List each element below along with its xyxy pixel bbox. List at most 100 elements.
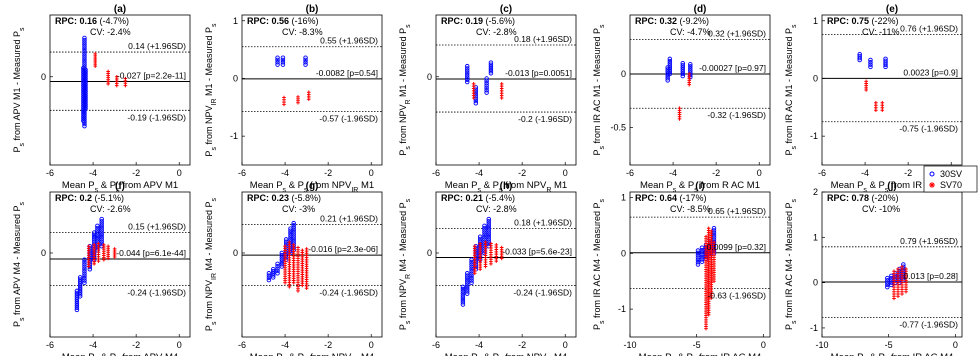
- point-30sv: [275, 263, 280, 269]
- point-30sv: [688, 68, 693, 73]
- point-30sv: [280, 62, 286, 67]
- point-sv70: [472, 271, 477, 276]
- text-run: P: [398, 150, 408, 156]
- point-30sv: [82, 262, 87, 267]
- point-30sv: [464, 280, 470, 285]
- point-30sv: [291, 227, 296, 233]
- point-30sv: [82, 275, 87, 281]
- legend-star-icon: [929, 182, 935, 188]
- y-tick-label: 0: [813, 278, 818, 288]
- text-run: P: [471, 352, 477, 356]
- rpc-annotation: RPC: 0.64 (-17%): [635, 193, 707, 203]
- point-30sv: [83, 86, 88, 92]
- y-tick-label: 1: [813, 16, 818, 26]
- point-30sv: [83, 101, 88, 107]
- text-run: M4 - Measured: [398, 208, 408, 271]
- point-30sv: [688, 64, 693, 69]
- point-30sv: [74, 301, 80, 306]
- point-30sv: [885, 284, 890, 290]
- point-30sv: [464, 273, 470, 278]
- subscript: s: [499, 187, 503, 194]
- text-run: NPV: [398, 105, 408, 124]
- x-tick-label: -6: [238, 168, 246, 178]
- subscript: s: [405, 320, 412, 324]
- mean-bias-label: -0.033 [p=5.6e-23]: [502, 246, 572, 256]
- point-30sv: [77, 277, 83, 282]
- point-30sv: [83, 69, 88, 75]
- text-run: P: [784, 324, 794, 330]
- point-30sv: [74, 307, 80, 313]
- x-tick-label: 0: [177, 340, 182, 350]
- subscript: s: [885, 187, 889, 194]
- point-30sv: [464, 271, 470, 276]
- rpc-label: RPC: 0.75: [827, 16, 869, 26]
- mean-bias-label: -0.013 [p=0.0051]: [505, 68, 572, 78]
- point-30sv: [280, 60, 286, 65]
- y-axis-label: Ps from APV M4 - Measured Ps: [12, 201, 26, 327]
- point-sv70: [287, 285, 292, 289]
- point-30sv: [279, 257, 285, 263]
- y-axis-label: Ps from NPVIR M4 - Measured Ps: [204, 197, 218, 331]
- point-30sv: [291, 225, 296, 230]
- subscript: s: [791, 198, 798, 202]
- point-30sv: [77, 289, 83, 295]
- point-30sv: [99, 221, 104, 226]
- rpc-annotation: RPC: 0.2 (-5.1%): [55, 193, 124, 203]
- panel-h: -6 -4 -2 0 0 0.18 (+1.96SD) -0.033 [p=5.6e-23]…: [398, 181, 577, 356]
- point-30sv: [83, 97, 88, 103]
- point-30sv: [266, 275, 272, 281]
- upper-loa-label: 0.18 (+1.96SD): [514, 34, 572, 44]
- text-run: P: [879, 180, 885, 191]
- point-30sv: [883, 62, 888, 68]
- text-run: NPV: [204, 280, 214, 299]
- point-30sv: [460, 300, 466, 305]
- point-30sv: [99, 237, 104, 242]
- point-30sv: [482, 230, 487, 235]
- x-tick-label: -4: [669, 168, 677, 178]
- point-30sv: [270, 275, 276, 280]
- point-30sv: [473, 100, 479, 106]
- point-30sv: [279, 259, 285, 265]
- rpc-annotation: RPC: 0.32 (-9.2%): [635, 16, 709, 26]
- point-30sv: [680, 67, 686, 72]
- point-30sv: [488, 66, 494, 72]
- point-sv70: [306, 97, 311, 102]
- y-tick-label: 0: [233, 73, 238, 83]
- point-30sv: [883, 64, 888, 70]
- point-30sv: [77, 275, 83, 280]
- point-30sv: [488, 60, 494, 65]
- rpc-percent: (-4.7%): [97, 16, 129, 26]
- point-30sv: [469, 275, 474, 281]
- subscript: s: [791, 320, 798, 324]
- y-tick-label: -1: [810, 323, 818, 333]
- subscript: R: [405, 99, 412, 104]
- x-tick-label: -4: [475, 168, 483, 178]
- lower-loa-label: -0.32 (-1.96SD): [707, 110, 766, 120]
- rpc-label: RPC: 0.19: [441, 16, 483, 26]
- point-sv70: [706, 312, 711, 317]
- point-30sv: [460, 293, 466, 298]
- point-30sv: [82, 59, 87, 65]
- point-sv70: [483, 264, 488, 269]
- point-30sv: [275, 268, 280, 274]
- mean-bias-label: 0.013 [p=0.28]: [903, 271, 958, 281]
- point-30sv: [486, 228, 492, 233]
- x-axis-label: Mean Ps & Ps from R AC M1: [640, 180, 760, 194]
- y-axis-label: Ps from APV M1 - Measured Ps: [12, 27, 26, 153]
- x-tick-label: -2: [518, 168, 526, 178]
- subscript: s: [791, 24, 798, 28]
- cv-annotation: CV: -3%: [282, 204, 315, 214]
- point-30sv: [82, 62, 87, 67]
- point-30sv: [82, 35, 87, 41]
- text-run: P: [471, 180, 477, 191]
- point-30sv: [486, 216, 492, 222]
- plot-frame: [821, 191, 963, 338]
- y-tick-label: 0: [233, 248, 238, 258]
- point-30sv: [460, 291, 466, 296]
- point-30sv: [486, 234, 492, 240]
- point-sv70: [123, 83, 128, 88]
- point-30sv: [868, 57, 873, 63]
- point-30sv: [82, 37, 87, 43]
- point-30sv: [74, 305, 80, 311]
